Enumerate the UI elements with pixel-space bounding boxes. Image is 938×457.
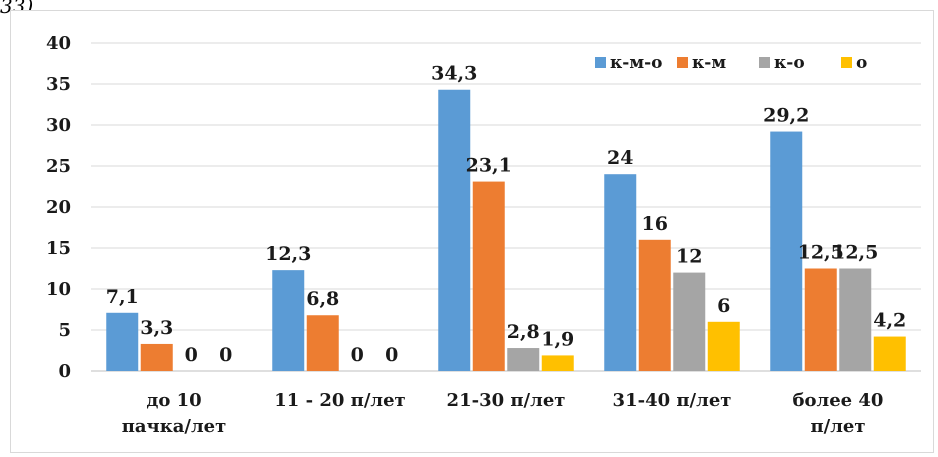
bar-к-м-о-0: [106, 312, 139, 371]
y-tick-label: 5: [58, 320, 71, 341]
y-tick-label: 35: [46, 74, 71, 95]
data-label: 6,8: [306, 288, 339, 310]
y-tick-label: 10: [46, 279, 71, 300]
legend-label: о: [856, 53, 867, 73]
data-label: 0: [185, 344, 198, 366]
data-label: 29,2: [763, 105, 809, 127]
bar-к-м-о-2: [438, 89, 471, 372]
data-label: 12: [676, 246, 702, 268]
bar-к-м-о-4: [770, 131, 803, 371]
x-tick-label: до 10: [146, 390, 201, 411]
legend-swatch-к-о: [759, 57, 770, 68]
data-label: 23,1: [466, 155, 512, 177]
data-label: 16: [642, 213, 668, 235]
data-label: 1,9: [541, 328, 574, 350]
y-tick-label: 15: [46, 238, 71, 259]
x-tick-label: более 40: [793, 390, 884, 411]
legend-label: к-м-о: [610, 53, 663, 73]
legend-label: к-м: [692, 53, 726, 73]
data-label: 7,1: [106, 286, 139, 308]
x-tick-label: 11 - 20 п/лет: [274, 390, 405, 411]
x-tick-label: 31-40 п/лет: [613, 390, 732, 411]
bar-к-м-1: [306, 315, 339, 371]
x-tick-label: пачка/лет: [122, 416, 227, 437]
data-label: 24: [607, 147, 633, 169]
bar-к-м-4: [804, 268, 837, 371]
bar-к-м-о-1: [272, 270, 305, 371]
data-label: 3,3: [140, 317, 173, 339]
bar-о-4: [873, 336, 906, 371]
data-label: 12,5: [832, 242, 878, 264]
x-tick-label: п/лет: [810, 416, 865, 437]
data-label: 12,3: [265, 243, 311, 265]
data-label: 0: [351, 344, 364, 366]
data-label: 6: [717, 295, 730, 317]
bar-к-м-3: [638, 239, 671, 371]
legend-swatch-о: [841, 57, 852, 68]
y-tick-label: 30: [46, 115, 71, 136]
x-tick-label: 21-30 п/лет: [447, 390, 566, 411]
legend-label: к-о: [774, 53, 805, 73]
y-tick-label: 25: [46, 156, 71, 177]
data-label: 12,5: [798, 242, 844, 264]
data-label: 4,2: [873, 310, 906, 332]
bar-к-м-о-3: [604, 174, 637, 371]
data-label: 34,3: [431, 63, 477, 85]
bar-к-о-2: [507, 348, 540, 371]
bar-к-о-3: [673, 272, 706, 371]
data-label: 2,8: [507, 321, 540, 343]
bar-к-о-4: [839, 268, 872, 371]
bar-chart: 0 5 10 15 20 25 30 35 40 7,1 12,3 34,3 24 29,2 3,3 6,8…: [46, 33, 921, 437]
y-axis-ticks: 0 5 10 15 20 25 30 35 40: [46, 33, 71, 382]
data-label: 0: [385, 344, 398, 366]
y-tick-label: 40: [46, 33, 71, 54]
bar-к-м-0: [140, 343, 173, 371]
legend: к-м-о к-м к-о о: [595, 53, 867, 73]
bar-к-м-2: [472, 181, 505, 371]
legend-swatch-к-м-о: [595, 57, 606, 68]
legend-swatch-к-м: [677, 57, 688, 68]
bars: [106, 89, 906, 372]
bar-о-3: [707, 321, 740, 371]
chart-frame: 0 5 10 15 20 25 30 35 40 7,1 12,3 34,3 24 29,2 3,3 6,8…: [10, 10, 934, 453]
y-tick-label: 20: [46, 197, 71, 218]
data-label: 0: [219, 344, 232, 366]
y-tick-label: 0: [58, 361, 71, 382]
bar-о-2: [541, 355, 574, 371]
x-axis-ticks: до 10 пачка/лет 11 - 20 п/лет 21-30 п/лет 31…: [122, 390, 884, 437]
